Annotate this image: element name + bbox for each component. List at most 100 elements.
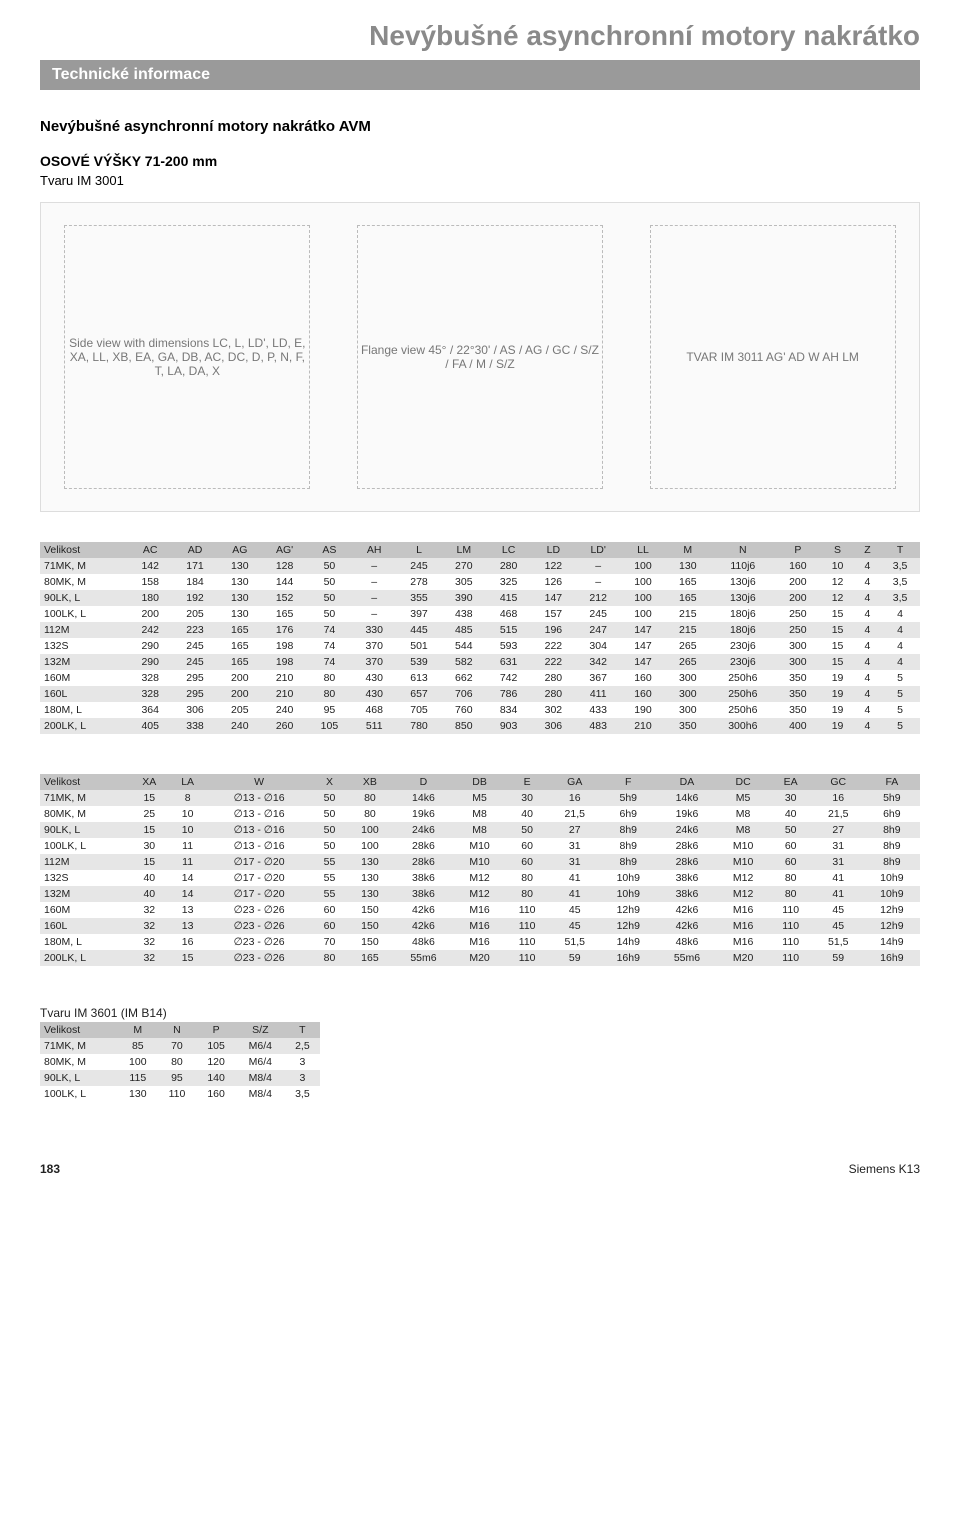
table-row: 100LK, L3011∅13 - ∅165010028k6M1060318h9… [40, 838, 920, 854]
table-cell: 128 [262, 558, 307, 574]
table-cell: 100 [621, 574, 666, 590]
table-cell: 433 [576, 702, 621, 718]
column-header: LA [169, 774, 206, 790]
column-header: LC [486, 542, 531, 558]
table-cell: 150 [347, 918, 393, 934]
table-row: 132M290245165198743705395826312223421472… [40, 654, 920, 670]
table-cell: 48k6 [656, 934, 717, 950]
table-row: 100LK, L20020513016550–39743846815724510… [40, 606, 920, 622]
table-cell: 350 [775, 686, 820, 702]
table-cell: 16 [549, 790, 600, 806]
table-cell: 4 [855, 702, 880, 718]
table-cell: 485 [441, 622, 486, 638]
table-cell: 280 [531, 670, 576, 686]
section-title: OSOVÉ VÝŠKY 71-200 mm [40, 153, 920, 169]
table-cell: 295 [173, 686, 218, 702]
drawing-flange-view: Flange view 45° / 22°30' / AS / AG / GC … [357, 225, 603, 490]
table-cell: 158 [128, 574, 173, 590]
table-cell: 80 [505, 870, 549, 886]
table-cell: 30 [769, 790, 813, 806]
table-cell: 112M [40, 854, 130, 870]
table-cell: 12h9 [600, 918, 656, 934]
table-cell: 51,5 [813, 934, 864, 950]
table-cell: 198 [262, 638, 307, 654]
column-header: Velikost [40, 542, 128, 558]
table-cell: 12 [820, 590, 855, 606]
column-header: AG [217, 542, 262, 558]
table-cell: 215 [665, 622, 710, 638]
table-cell: 10h9 [864, 870, 920, 886]
column-header: T [880, 542, 920, 558]
table-row: 132S4014∅17 - ∅205513038k6M12804110h938k… [40, 870, 920, 886]
table-cell: 160L [40, 686, 128, 702]
table-cell: 240 [262, 702, 307, 718]
table-cell: 15 [820, 638, 855, 654]
table-cell: 31 [813, 854, 864, 870]
table-cell: 144 [262, 574, 307, 590]
table-row: 80MK, M15818413014450–278305325126–10016… [40, 574, 920, 590]
table-row: 200LK, L3215∅23 - ∅268016555m6M201105916… [40, 950, 920, 966]
table-cell: 45 [549, 918, 600, 934]
table-cell: 90LK, L [40, 590, 128, 606]
table-cell: 3,5 [880, 574, 920, 590]
table-cell: 80 [347, 790, 393, 806]
table-cell: 230j6 [710, 654, 775, 670]
table-cell: 165 [347, 950, 393, 966]
table-cell: 19 [820, 670, 855, 686]
table-cell: 14k6 [393, 790, 454, 806]
table-cell: – [576, 558, 621, 574]
table-cell: 250 [775, 622, 820, 638]
table-cell: 210 [621, 718, 666, 734]
table-cell: 290 [128, 638, 173, 654]
table-cell: 613 [397, 670, 442, 686]
table-cell: M5 [718, 790, 769, 806]
table-cell: 405 [128, 718, 173, 734]
table-cell: 11 [169, 854, 206, 870]
table-cell: 10 [820, 558, 855, 574]
table-cell: 250h6 [710, 686, 775, 702]
table-cell: 112M [40, 622, 128, 638]
table-cell: 4 [855, 606, 880, 622]
column-header: D [393, 774, 454, 790]
table-cell: M8 [454, 822, 505, 838]
table-cell: 130j6 [710, 574, 775, 590]
table-cell: 25 [130, 806, 169, 822]
column-header: T [285, 1022, 320, 1038]
table-cell: 42k6 [393, 902, 454, 918]
table-cell: 30 [505, 790, 549, 806]
table-cell: 16 [169, 934, 206, 950]
table-cell: 28k6 [393, 838, 454, 854]
table-cell: 38k6 [393, 886, 454, 902]
table-cell: 80MK, M [40, 1054, 118, 1070]
table-cell: M8 [718, 822, 769, 838]
table-cell: – [352, 606, 397, 622]
table-row: 100LK, L130110160M8/43,5 [40, 1086, 320, 1102]
table-cell: 110 [769, 950, 813, 966]
column-header: Z [855, 542, 880, 558]
table-cell: 8h9 [864, 822, 920, 838]
table-row: 90LK, L18019213015250–355390415147212100… [40, 590, 920, 606]
table-row: 90LK, L1510∅13 - ∅165010024k6M850278h924… [40, 822, 920, 838]
table-cell: 41 [549, 870, 600, 886]
table-cell: 328 [128, 670, 173, 686]
column-header: EA [769, 774, 813, 790]
table-cell: 780 [397, 718, 442, 734]
table-cell: 55 [312, 886, 347, 902]
table-cell: 205 [217, 702, 262, 718]
table-cell: 80MK, M [40, 806, 130, 822]
table-cell: 3,5 [880, 590, 920, 606]
table-cell: ∅23 - ∅26 [206, 950, 312, 966]
table-cell: 100 [621, 590, 666, 606]
table-cell: 223 [173, 622, 218, 638]
table-cell: 13 [169, 918, 206, 934]
table-cell: 45 [813, 902, 864, 918]
table-cell: M16 [454, 902, 505, 918]
table-cell: 31 [813, 838, 864, 854]
drawing-alt-view: TVAR IM 3011 AG' AD W AH LM [650, 225, 896, 490]
table-cell: 245 [173, 654, 218, 670]
table-cell: 59 [549, 950, 600, 966]
table-cell: 200 [217, 686, 262, 702]
table-cell: 304 [576, 638, 621, 654]
dimensions-table-1: VelikostACADAGAG'ASAHLLMLCLDLD'LLMNPSZT7… [40, 542, 920, 734]
table-cell: 411 [576, 686, 621, 702]
